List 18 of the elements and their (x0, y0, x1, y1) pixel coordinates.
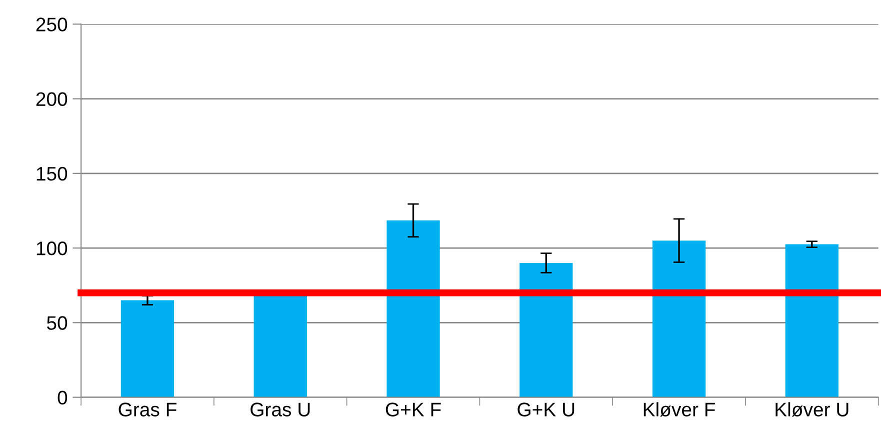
bar (520, 262, 573, 398)
y-tick-label: 0 (58, 390, 68, 405)
y-tick-label: 150 (36, 166, 68, 181)
y-tick-label: 100 (36, 242, 68, 256)
x-tick-label: Kløver F (644, 402, 715, 417)
y-tick-label: 50 (47, 316, 68, 330)
x-tick-label: Gras F (118, 402, 176, 416)
x-tick-label: Gras U (250, 402, 310, 416)
bar (652, 240, 706, 398)
x-tick-label: G+K U (518, 402, 574, 416)
bar (386, 220, 440, 398)
x-tick-label: G+K F (386, 402, 441, 416)
y-tick-label: 200 (36, 92, 68, 106)
bar (254, 296, 307, 398)
bar (785, 244, 838, 398)
x-tick-label: Kløver U (776, 402, 848, 417)
bar (120, 300, 174, 398)
y-tick-label: 250 (36, 18, 68, 32)
